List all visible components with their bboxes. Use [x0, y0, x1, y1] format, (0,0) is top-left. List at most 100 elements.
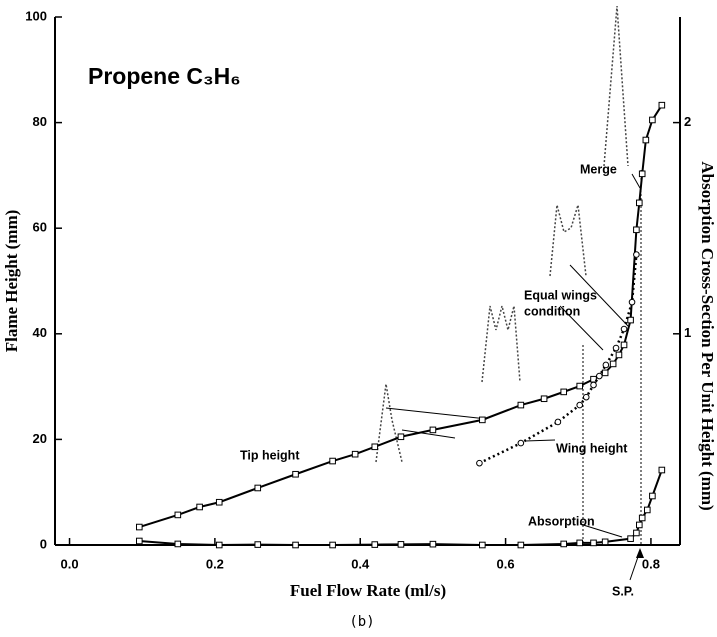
marker — [371, 541, 379, 548]
marker — [371, 443, 379, 451]
x-tick-label: 0.0 — [60, 556, 78, 571]
y-tick-label: 0 — [40, 536, 47, 551]
marker — [560, 540, 568, 548]
marker — [397, 433, 405, 441]
marker — [590, 381, 597, 389]
leader-line — [569, 264, 629, 327]
marker — [292, 470, 299, 478]
marker — [636, 521, 643, 529]
marker — [292, 541, 299, 549]
marker — [517, 541, 525, 549]
flame-sketch — [549, 204, 587, 277]
marker — [554, 418, 562, 426]
annotation: Merge — [580, 162, 617, 176]
marker — [329, 457, 336, 465]
x-tick-label: 0.2 — [206, 556, 224, 571]
y2-axis-label: Absorption Cross-Section Per Unit Height… — [698, 161, 717, 510]
series-line — [139, 469, 663, 547]
marker — [638, 170, 646, 178]
annotation: condition — [524, 304, 580, 318]
marker — [649, 492, 656, 500]
marker — [643, 506, 651, 514]
y2-tick-label: 1 — [684, 325, 691, 340]
marker — [620, 325, 628, 333]
leader-line — [559, 305, 604, 351]
marker — [596, 372, 603, 380]
leader-line — [401, 429, 456, 439]
marker — [633, 251, 640, 258]
marker — [612, 344, 620, 352]
marker — [628, 298, 636, 306]
x-axis-label: Fuel Flow Rate (ml/s) — [290, 581, 446, 600]
marker — [633, 529, 640, 537]
marker — [540, 395, 548, 403]
y-tick-label: 80 — [33, 114, 47, 129]
marker — [517, 401, 525, 409]
marker — [627, 535, 634, 542]
marker — [576, 382, 584, 390]
marker — [615, 351, 623, 359]
marker — [174, 540, 182, 548]
marker — [476, 459, 483, 467]
marker — [633, 226, 640, 234]
marker — [638, 514, 646, 522]
marker — [479, 541, 486, 549]
y-tick-label: 20 — [33, 431, 47, 446]
marker — [351, 450, 359, 458]
marker — [627, 316, 634, 324]
annotation: Tip height — [240, 448, 300, 462]
x-tick-label: 0.4 — [351, 556, 370, 571]
marker — [136, 537, 143, 545]
y-tick-label: 100 — [25, 8, 47, 23]
leader-line — [631, 173, 641, 189]
marker — [479, 416, 486, 424]
marker — [397, 541, 405, 548]
marker — [215, 541, 223, 549]
x-tick-label: 0.6 — [497, 556, 515, 571]
marker — [582, 393, 590, 401]
marker — [429, 540, 437, 548]
marker — [576, 401, 584, 409]
marker — [658, 466, 666, 474]
flame-sketch — [481, 305, 521, 383]
marker — [620, 341, 628, 349]
y2-tick-label: 2 — [684, 114, 691, 129]
marker — [642, 136, 650, 144]
y-tick-label: 60 — [33, 220, 47, 235]
caption: (b) — [349, 614, 374, 630]
marker — [601, 369, 609, 377]
marker — [590, 375, 597, 383]
marker — [517, 439, 525, 447]
flame-sketch — [375, 383, 403, 463]
annotation: S.P. — [612, 584, 634, 598]
marker — [590, 539, 597, 547]
marker — [429, 426, 437, 434]
marker — [609, 360, 617, 368]
marker — [254, 541, 262, 548]
marker — [636, 199, 643, 207]
marker — [601, 538, 609, 546]
series-line — [139, 104, 663, 529]
marker — [174, 511, 182, 519]
marker — [329, 541, 336, 549]
marker — [649, 116, 656, 124]
marker — [602, 361, 610, 369]
marker — [560, 388, 568, 396]
leader-line — [579, 523, 623, 538]
marker — [196, 503, 203, 511]
annotation: Equal wings — [524, 288, 597, 302]
arrow-head — [636, 548, 644, 558]
leader-line — [524, 439, 556, 442]
marker — [136, 523, 143, 531]
y-tick-label: 40 — [33, 325, 47, 340]
y-axis-label: Flame Height (mm) — [2, 210, 21, 353]
series-line — [478, 254, 638, 465]
leader-line — [385, 407, 488, 420]
x-tick-label: 0.8 — [642, 556, 660, 571]
marker — [215, 498, 223, 506]
annotation: Absorption — [528, 514, 595, 528]
marker — [658, 101, 666, 109]
annotation: Wing height — [556, 441, 628, 455]
flame-sketch — [603, 5, 629, 167]
